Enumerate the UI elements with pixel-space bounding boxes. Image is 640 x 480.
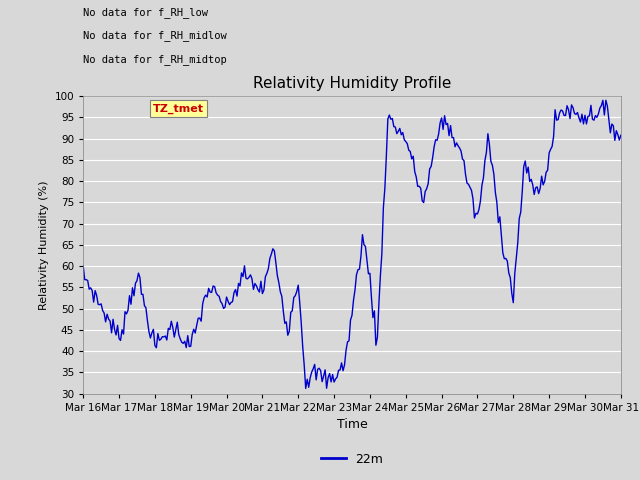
Text: No data for f_RH_low: No data for f_RH_low bbox=[83, 7, 208, 18]
X-axis label: Time: Time bbox=[337, 418, 367, 431]
Title: Relativity Humidity Profile: Relativity Humidity Profile bbox=[253, 76, 451, 91]
Legend: 22m: 22m bbox=[316, 448, 388, 471]
Text: No data for f_RH_midtop: No data for f_RH_midtop bbox=[83, 54, 227, 65]
Y-axis label: Relativity Humidity (%): Relativity Humidity (%) bbox=[39, 180, 49, 310]
Text: TZ_tmet: TZ_tmet bbox=[153, 104, 204, 114]
Text: No data for f_RH_midlow: No data for f_RH_midlow bbox=[83, 31, 227, 41]
